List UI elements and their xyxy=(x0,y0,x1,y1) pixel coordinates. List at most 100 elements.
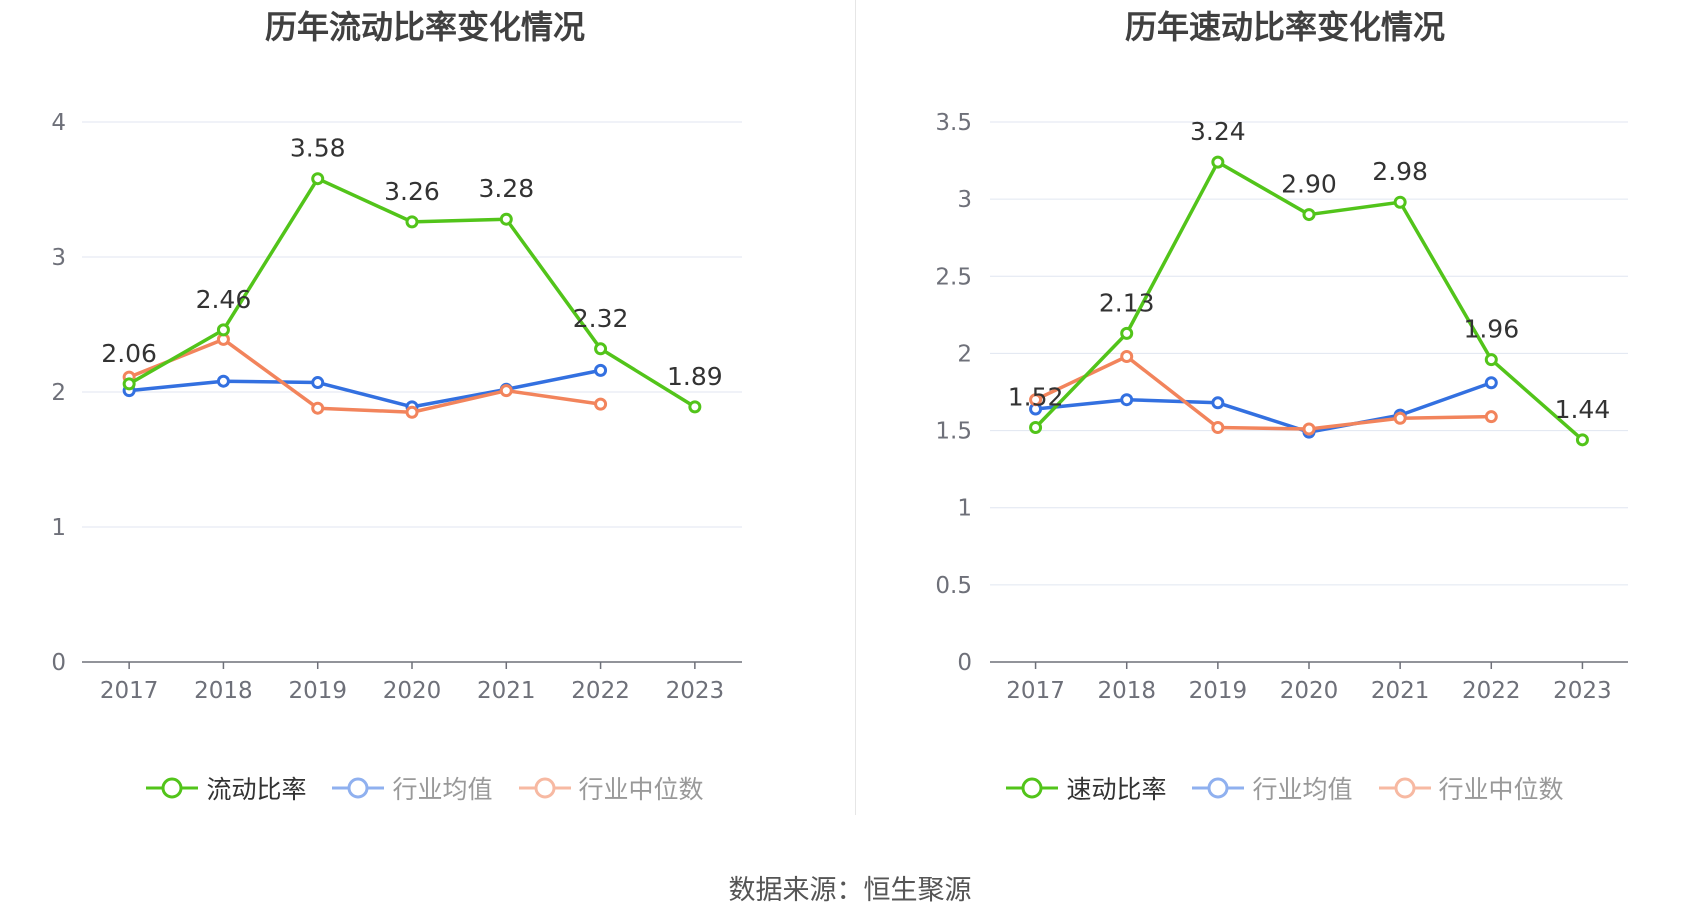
y-tick-label: 3.5 xyxy=(935,110,972,136)
data-point xyxy=(1120,350,1134,364)
series-line xyxy=(1034,354,1492,431)
legend-item-industry-mean[interactable]: 行业均值 xyxy=(332,770,493,806)
legend-item-industry-mean[interactable]: 行业均值 xyxy=(1192,770,1353,806)
data-label: 3.28 xyxy=(478,174,534,203)
data-point xyxy=(311,376,325,390)
legend-label: 流动比率 xyxy=(206,775,307,804)
data-point xyxy=(688,400,702,414)
data-point xyxy=(216,374,230,388)
x-tick-label: 2023 xyxy=(666,678,725,704)
y-tick-label: 3 xyxy=(51,245,66,271)
legend: 流动比率 行业均值 行业中位数 xyxy=(0,770,850,806)
data-point xyxy=(1120,326,1134,340)
legend-label: 行业中位数 xyxy=(1438,775,1564,804)
legend-label: 速动比率 xyxy=(1066,775,1167,804)
chart-title: 历年速动比率变化情况 xyxy=(1124,8,1445,46)
data-point xyxy=(122,377,136,391)
legend-label: 行业均值 xyxy=(1252,775,1353,804)
y-tick-label: 2 xyxy=(51,380,66,406)
data-label: 1.89 xyxy=(667,362,723,391)
legend-item-industry-median[interactable]: 行业中位数 xyxy=(1378,770,1564,806)
data-label: 2.98 xyxy=(1372,157,1428,186)
x-tick-label: 2019 xyxy=(288,678,347,704)
y-tick-label: 0.5 xyxy=(935,573,972,599)
y-tick-label: 2.5 xyxy=(935,264,972,290)
data-label: 2.06 xyxy=(101,339,157,368)
legend-marker-icon xyxy=(332,777,385,799)
data-label: 2.13 xyxy=(1099,288,1155,317)
data-point xyxy=(1211,420,1225,434)
data-point xyxy=(1211,155,1225,169)
legend-item-quick-ratio[interactable]: 速动比率 xyxy=(1006,770,1166,806)
x-tick-label: 2020 xyxy=(383,678,442,704)
data-point xyxy=(594,342,608,356)
y-tick-label: 2 xyxy=(957,341,972,367)
x-tick-label: 2022 xyxy=(1462,678,1521,704)
y-tick-label: 1.5 xyxy=(935,419,972,445)
legend-label: 行业均值 xyxy=(392,775,493,804)
legend-item-industry-median[interactable]: 行业中位数 xyxy=(518,770,704,806)
data-point xyxy=(1029,420,1043,434)
data-label: 3.26 xyxy=(384,177,440,206)
legend-marker-icon xyxy=(1378,777,1431,799)
y-tick-label: 1 xyxy=(957,496,972,522)
data-label: 2.90 xyxy=(1281,170,1337,199)
current-ratio-panel: 历年流动比率变化情况 0 1 2 3 4 2017 2018 2019 2020 2021 2022… xyxy=(0,0,850,830)
series-line xyxy=(1035,381,1492,434)
data-point xyxy=(405,215,419,229)
series-line xyxy=(128,368,601,409)
legend-marker-icon xyxy=(518,777,571,799)
data-point xyxy=(405,405,419,419)
data-label: 2.32 xyxy=(573,304,629,333)
y-tick-label: 3 xyxy=(957,187,972,213)
data-point xyxy=(1393,195,1407,209)
data-label: 3.24 xyxy=(1190,117,1246,146)
series-line xyxy=(128,337,601,414)
y-tick-label: 1 xyxy=(51,515,66,541)
x-tick-label: 2018 xyxy=(194,678,253,704)
y-tick-label: 0 xyxy=(957,650,972,676)
data-source-note: 数据来源：恒生聚源 xyxy=(728,875,972,906)
data-point xyxy=(1302,422,1316,436)
data-point xyxy=(1484,376,1498,390)
x-tick-label: 2022 xyxy=(571,678,630,704)
x-tick-label: 2019 xyxy=(1189,678,1248,704)
data-label: 2.46 xyxy=(196,285,252,314)
x-tick-label: 2021 xyxy=(1371,678,1430,704)
legend: 速动比率 行业均值 行业中位数 xyxy=(860,770,1700,806)
data-label: 3.58 xyxy=(290,134,346,163)
data-point xyxy=(1393,411,1407,425)
data-point xyxy=(594,363,608,377)
legend-label: 行业中位数 xyxy=(578,775,704,804)
current-ratio-chart: 0 1 2 3 4 2017 2018 2019 2020 2021 2022 2023 2.06 2.4… xyxy=(51,110,742,704)
x-tick-label: 2020 xyxy=(1280,678,1339,704)
legend-marker-icon xyxy=(1006,777,1059,799)
data-point xyxy=(1029,393,1043,407)
y-tick-label: 0 xyxy=(51,650,66,676)
x-tick-label: 2017 xyxy=(100,678,159,704)
data-point xyxy=(1120,393,1134,407)
data-label: 1.44 xyxy=(1555,395,1611,424)
data-label: 1.96 xyxy=(1463,315,1519,344)
y-tick-label: 4 xyxy=(51,110,66,136)
legend-marker-icon xyxy=(1192,777,1245,799)
data-point xyxy=(594,397,608,411)
x-tick-label: 2021 xyxy=(477,678,536,704)
data-point xyxy=(499,212,513,226)
quick-ratio-panel: 历年速动比率变化情况 0 0.5 1 1.5 2 2.5 3 3.5 2017 2018 2019 2… xyxy=(860,0,1700,830)
legend-item-current-ratio[interactable]: 流动比率 xyxy=(146,770,306,806)
chart-title: 历年流动比率变化情况 xyxy=(264,8,585,46)
data-point xyxy=(311,401,325,415)
data-point xyxy=(1484,410,1498,424)
data-point xyxy=(1211,396,1225,410)
x-tick-label: 2017 xyxy=(1006,678,1065,704)
x-tick-label: 2018 xyxy=(1097,678,1156,704)
data-point xyxy=(1484,353,1498,367)
legend-marker-icon xyxy=(146,777,199,799)
data-point xyxy=(311,172,325,186)
data-point xyxy=(1575,433,1589,447)
data-point xyxy=(499,384,513,398)
data-label: 1.52 xyxy=(1008,382,1064,411)
x-tick-label: 2023 xyxy=(1553,678,1612,704)
